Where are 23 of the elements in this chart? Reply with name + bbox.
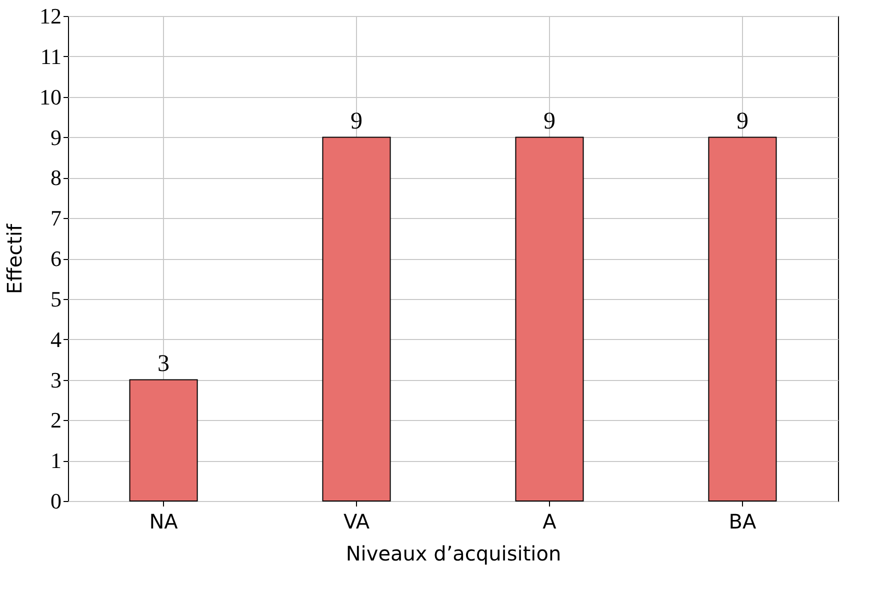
y-tick-label: 7: [50, 206, 62, 231]
data-label: 9: [736, 108, 748, 134]
x-tick-label: VA: [343, 510, 370, 534]
y-tick-label: 12: [40, 4, 62, 28]
data-label: 9: [350, 108, 363, 134]
y-tick-label: 0: [50, 488, 62, 514]
y-axis-title: Effectif: [2, 222, 26, 294]
x-tick-label: BA: [728, 510, 756, 534]
y-tick-label: 5: [50, 286, 62, 312]
x-tick-label: A: [542, 510, 557, 534]
y-tick-label: 3: [50, 367, 62, 392]
y-tick-label: 11: [40, 44, 62, 69]
y-tick-label: 6: [50, 246, 62, 271]
y-tick-label: 8: [50, 165, 62, 190]
y-tick-label: 10: [40, 84, 62, 110]
y-tick-label: 2: [50, 408, 62, 433]
x-tick-label: NA: [149, 510, 178, 534]
data-label: 9: [543, 108, 556, 134]
data-label: 3: [158, 350, 170, 377]
x-axis-title: Niveaux d’acquisition: [346, 542, 562, 566]
y-tick-label: 1: [50, 448, 62, 474]
y-tick-label: 4: [50, 326, 62, 352]
y-tick-label: 9: [50, 124, 62, 150]
